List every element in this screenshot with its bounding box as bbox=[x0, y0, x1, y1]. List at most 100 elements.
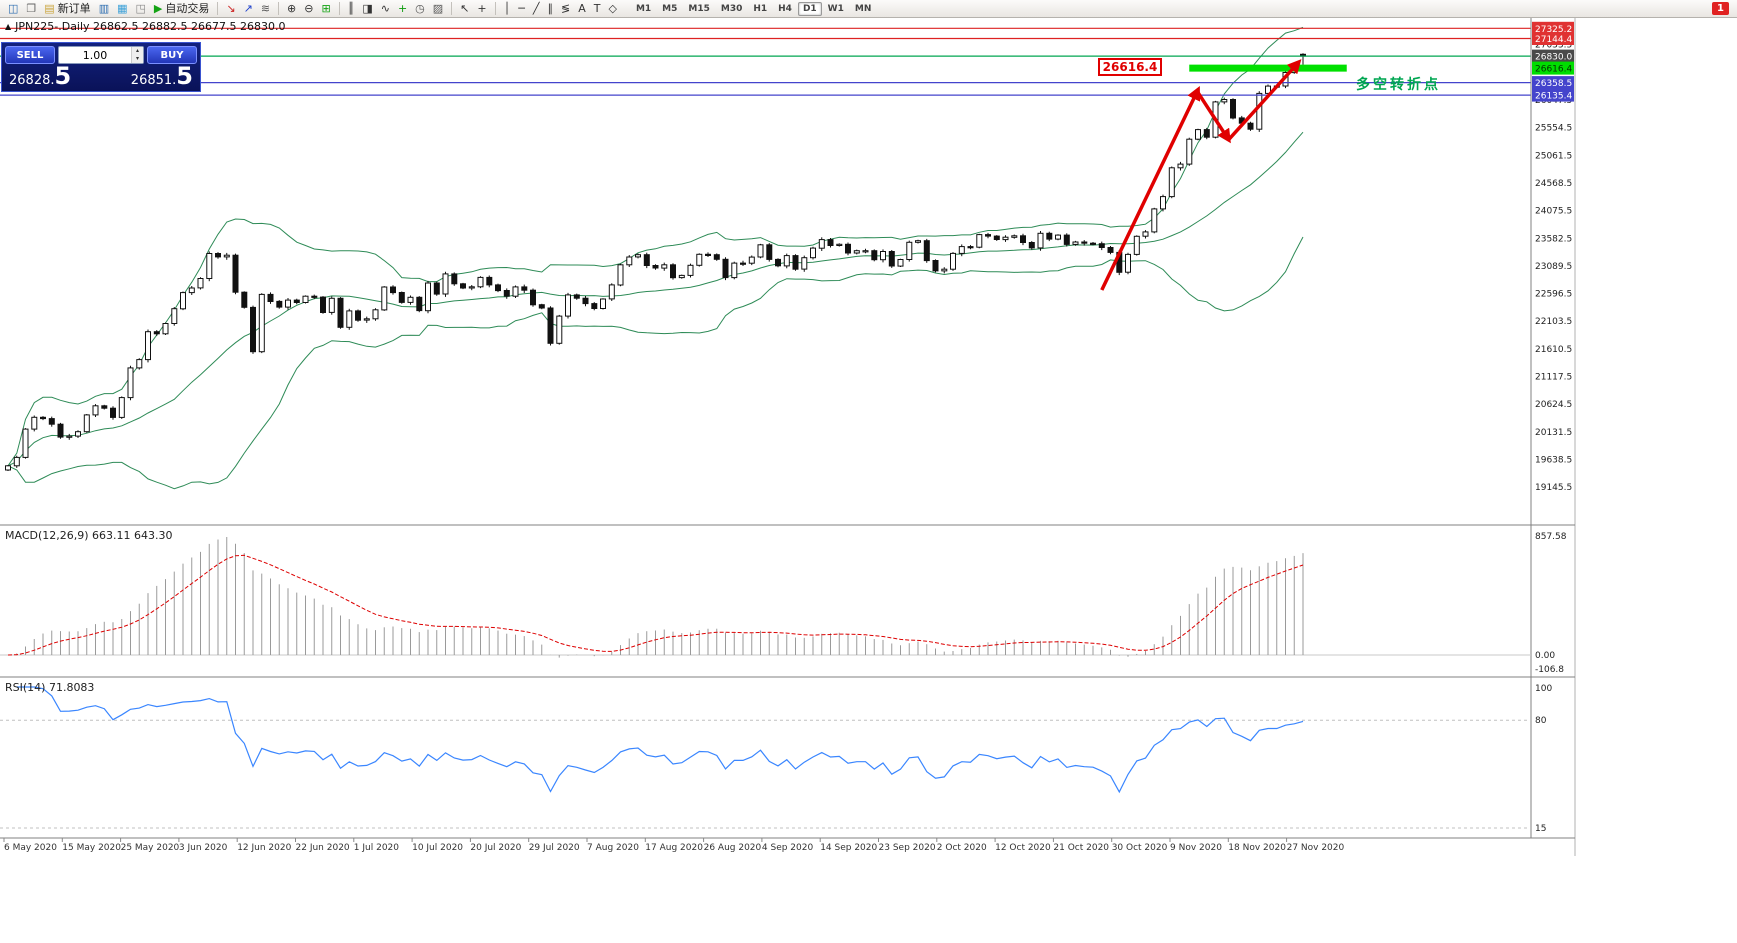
trendline-button[interactable]: ╱ bbox=[530, 1, 543, 16]
svg-text:27 Nov 2020: 27 Nov 2020 bbox=[1287, 843, 1345, 853]
candle-body bbox=[626, 256, 633, 266]
depth-of-market-button[interactable]: ≋ bbox=[258, 1, 273, 16]
fibonacci-button[interactable]: ≶ bbox=[558, 1, 573, 16]
periods-button[interactable]: ◷ bbox=[412, 1, 428, 16]
timeframe-m15[interactable]: M15 bbox=[688, 3, 710, 14]
candle-body bbox=[495, 284, 501, 292]
candle-body bbox=[302, 295, 309, 304]
candle-body bbox=[372, 309, 379, 320]
buy-marker-button[interactable]: ↗ bbox=[241, 1, 256, 16]
svg-text:22 Jun 2020: 22 Jun 2020 bbox=[296, 843, 350, 853]
sell-marker-button[interactable]: ↘ bbox=[223, 1, 238, 16]
time-axis[interactable]: 6 May 2020 15 May 2020 25 May 2020 3 Jun 20… bbox=[3, 838, 1345, 853]
buy-button[interactable]: BUY bbox=[147, 46, 197, 64]
candle-body bbox=[827, 239, 834, 247]
price-annotation-label[interactable]: 26616.4 bbox=[1098, 58, 1162, 76]
profiles-button[interactable]: ❐ bbox=[23, 1, 39, 16]
candle-body bbox=[801, 257, 808, 270]
volume-stepper[interactable]: ▴ ▾ bbox=[58, 46, 144, 64]
line-chart-button[interactable]: ∿ bbox=[378, 1, 393, 16]
candle-body bbox=[215, 253, 221, 258]
new-order-icon: ▤ bbox=[44, 2, 55, 15]
candle-body bbox=[31, 416, 38, 430]
crosshair-button[interactable]: + bbox=[474, 1, 489, 16]
timeframe-w1[interactable]: W1 bbox=[827, 3, 844, 14]
turning-point-note[interactable]: 多空转折点 bbox=[1356, 77, 1441, 93]
horizontal-line-button[interactable]: ─ bbox=[515, 1, 528, 16]
trend-arrows[interactable] bbox=[1100, 59, 1302, 291]
notification-badge[interactable]: 1 bbox=[1712, 2, 1729, 15]
chart-collapse-icon[interactable]: ▲ bbox=[5, 22, 12, 31]
svg-text:24568.5: 24568.5 bbox=[1535, 179, 1572, 189]
vertical-line-icon: │ bbox=[503, 2, 511, 15]
label-button[interactable]: T bbox=[591, 1, 604, 16]
svg-text:-106.8: -106.8 bbox=[1535, 665, 1564, 675]
candle-chart-button[interactable]: ◨ bbox=[359, 1, 375, 16]
market-watch-icon: ▥ bbox=[98, 2, 110, 15]
timeframe-m1[interactable]: M1 bbox=[635, 3, 652, 14]
price-scale[interactable]: 27033.526047.525554.525061.524568.524075… bbox=[1530, 17, 1576, 856]
candle-body bbox=[748, 256, 755, 264]
candle-body bbox=[355, 310, 361, 321]
candle-body bbox=[1133, 235, 1140, 255]
timeframe-h1[interactable]: H1 bbox=[753, 3, 768, 14]
vertical-line-button[interactable]: │ bbox=[501, 1, 514, 16]
market-watch-button[interactable]: ▥ bbox=[96, 1, 112, 16]
candle-body bbox=[1098, 243, 1105, 248]
candle-body bbox=[1221, 99, 1228, 103]
volume-spinner[interactable]: ▴ ▾ bbox=[131, 47, 143, 63]
zoom-in-button[interactable]: ⊕ bbox=[284, 1, 299, 16]
candle-body bbox=[1256, 92, 1263, 130]
zoom-out-button[interactable]: ⊖ bbox=[301, 1, 316, 16]
new-order-button[interactable]: ▤ 新订单 bbox=[41, 1, 93, 16]
candle-body bbox=[1028, 242, 1035, 249]
candle-body bbox=[57, 423, 64, 438]
candle-body bbox=[600, 298, 606, 309]
timeframe-d1[interactable]: D1 bbox=[797, 1, 822, 16]
candle-body bbox=[460, 283, 466, 289]
candle-body bbox=[1002, 236, 1009, 241]
svg-text:27144.4: 27144.4 bbox=[1535, 35, 1572, 45]
candle-body bbox=[346, 310, 353, 328]
toolbar-separator bbox=[338, 2, 340, 15]
svg-text:857.58: 857.58 bbox=[1535, 532, 1567, 542]
candle-body bbox=[311, 295, 318, 298]
timeframe-mn[interactable]: MN bbox=[854, 3, 872, 14]
candle-body bbox=[1055, 234, 1061, 240]
new-chart-button[interactable]: ◫ bbox=[5, 1, 21, 16]
sell-button[interactable]: SELL bbox=[5, 46, 55, 64]
trend-arrow[interactable] bbox=[1196, 91, 1231, 144]
volume-up-icon[interactable]: ▴ bbox=[132, 47, 143, 55]
cursor-button[interactable]: ↖ bbox=[457, 1, 472, 16]
candle-body bbox=[565, 294, 571, 317]
candle-body bbox=[75, 431, 81, 437]
volume-down-icon[interactable]: ▾ bbox=[132, 55, 143, 63]
templates-button[interactable]: ▨ bbox=[430, 1, 446, 16]
candle-body bbox=[985, 234, 991, 237]
crosshair-icon: + bbox=[477, 2, 487, 15]
candle-body bbox=[162, 323, 169, 335]
candle-chart-icon: ◨ bbox=[362, 2, 373, 15]
text-button[interactable]: A bbox=[575, 1, 589, 16]
tile-windows-button[interactable]: ⊞ bbox=[318, 1, 333, 16]
autotrade-button[interactable]: ▶ 自动交易 bbox=[151, 1, 212, 16]
volume-input[interactable] bbox=[59, 48, 131, 62]
timeframe-group: M1 M5 M15 M30 H1 H4 D1 W1 MN bbox=[631, 1, 876, 16]
strategy-tester-button[interactable]: ◳ bbox=[133, 1, 149, 16]
candle-body bbox=[556, 315, 563, 344]
candle-body bbox=[1186, 138, 1193, 165]
timeframe-m5[interactable]: M5 bbox=[662, 3, 678, 14]
shapes-button[interactable]: ◇ bbox=[605, 1, 619, 16]
candle-body bbox=[337, 297, 344, 328]
add-indicator-button[interactable]: + bbox=[395, 1, 410, 16]
bar-chart-button[interactable]: ║ bbox=[345, 1, 358, 16]
candle-body bbox=[530, 289, 536, 306]
channel-button[interactable]: ∥ bbox=[544, 1, 556, 16]
timeframe-m30[interactable]: M30 bbox=[720, 3, 743, 14]
candle-body bbox=[871, 250, 878, 261]
trend-arrow[interactable] bbox=[1227, 59, 1302, 141]
timeframe-h4[interactable]: H4 bbox=[778, 3, 792, 14]
data-window-button[interactable]: ▦ bbox=[114, 1, 130, 16]
horizontal-price-lines[interactable] bbox=[0, 27, 1531, 96]
trend-arrow[interactable] bbox=[1100, 86, 1201, 291]
